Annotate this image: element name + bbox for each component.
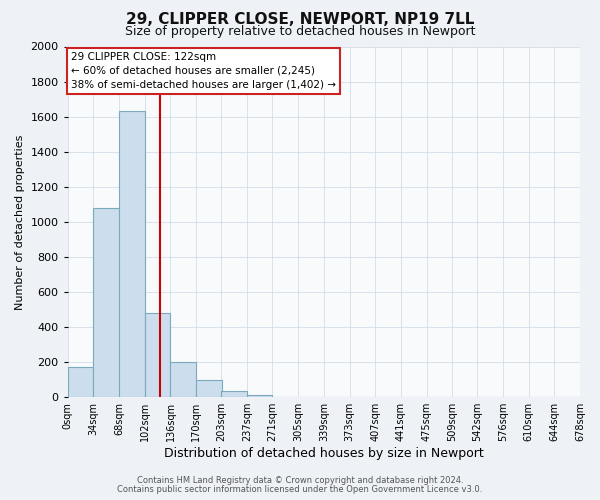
Bar xyxy=(196,380,222,397)
Bar xyxy=(119,112,145,397)
Bar xyxy=(68,368,94,397)
Bar xyxy=(221,391,247,397)
Bar xyxy=(145,313,170,397)
Text: 29 CLIPPER CLOSE: 122sqm
← 60% of detached houses are smaller (2,245)
38% of sem: 29 CLIPPER CLOSE: 122sqm ← 60% of detach… xyxy=(71,52,336,90)
X-axis label: Distribution of detached houses by size in Newport: Distribution of detached houses by size … xyxy=(164,447,484,460)
Text: Contains public sector information licensed under the Open Government Licence v3: Contains public sector information licen… xyxy=(118,484,482,494)
Bar xyxy=(94,208,119,397)
Y-axis label: Number of detached properties: Number of detached properties xyxy=(15,134,25,310)
Bar xyxy=(247,394,272,397)
Text: Contains HM Land Registry data © Crown copyright and database right 2024.: Contains HM Land Registry data © Crown c… xyxy=(137,476,463,485)
Bar xyxy=(170,362,196,397)
Text: Size of property relative to detached houses in Newport: Size of property relative to detached ho… xyxy=(125,25,475,38)
Text: 29, CLIPPER CLOSE, NEWPORT, NP19 7LL: 29, CLIPPER CLOSE, NEWPORT, NP19 7LL xyxy=(126,12,474,28)
